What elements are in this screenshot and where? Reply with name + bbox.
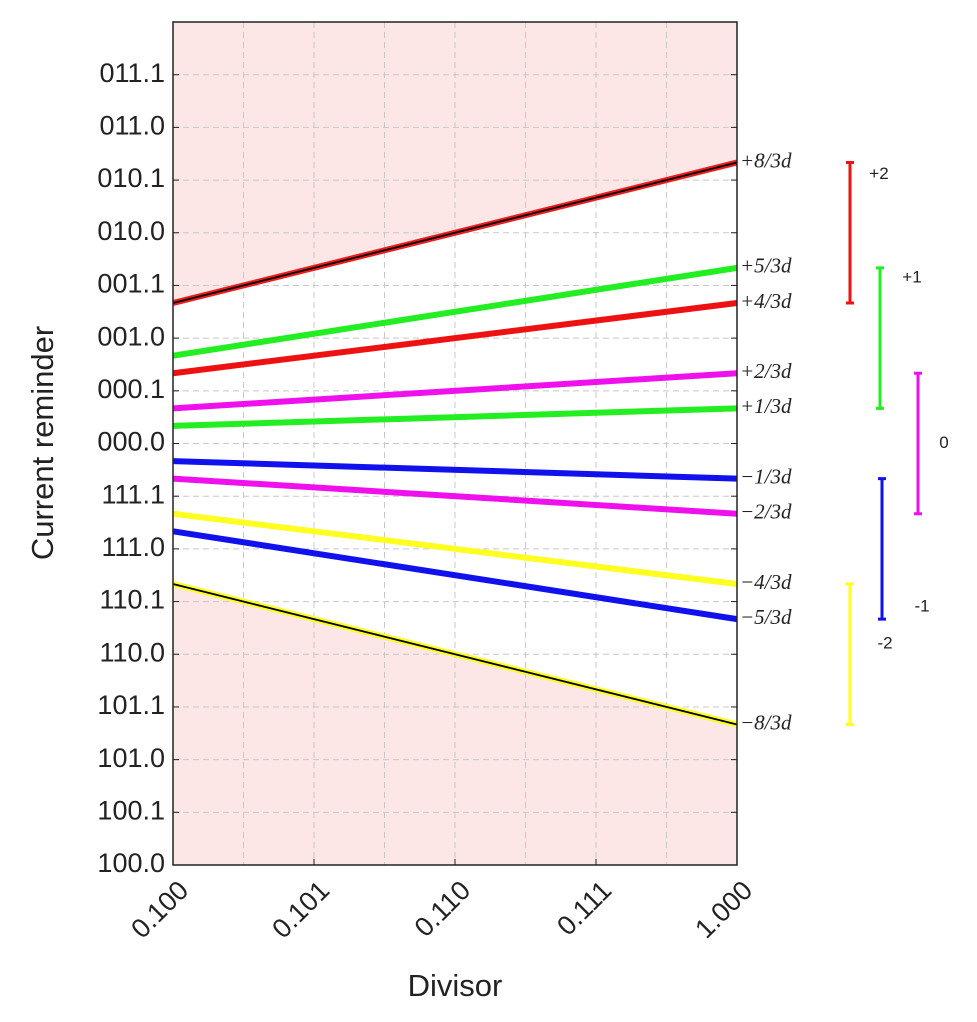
x-tick-label: 0.110 [409,875,477,943]
line-label: +8/3d [740,148,792,172]
y-tick-label: 110.0 [99,637,165,667]
interval [914,371,922,516]
interval-label: +2 [869,164,888,183]
y-tick-label: 111.0 [101,532,165,562]
line-label: +4/3d [740,289,792,313]
line-label: −1/3d [740,464,792,488]
interval-label: +1 [902,267,921,286]
line-label: −4/3d [740,570,792,594]
y-tick-label: 010.0 [97,216,165,246]
interval [876,266,884,410]
y-tick-label: 110.1 [99,585,165,615]
plot-frame [172,21,738,866]
y-axis-label: Current reminder [25,326,60,560]
interval [846,582,854,727]
series-line [172,264,738,359]
y-tick-label: 011.1 [99,58,165,88]
series-line [172,405,738,429]
series-outline [172,583,738,726]
y-tick-label: 101.1 [97,690,165,720]
y-tick-label: 100.1 [97,795,165,825]
x-tick-label: 0.100 [125,875,194,944]
y-tick-label: 000.1 [97,374,165,404]
x-tick-label: 0.111 [551,875,617,941]
series-line [172,370,738,412]
y-tick-label: 111.1 [101,479,165,509]
interval-label: -1 [914,597,929,616]
line-label: −2/3d [740,500,792,524]
interval-label: -2 [877,634,892,653]
x-tick-label: 0.101 [266,875,335,944]
series-line [172,458,738,482]
y-tick-label: 001.1 [97,269,165,299]
x-tick-label: 1.000 [689,875,758,944]
series-line [172,510,738,587]
y-tick-label: 101.0 [97,743,165,773]
series-outline [172,161,738,304]
series-line [172,475,738,517]
line-label: +5/3d [740,254,792,278]
line-label: +1/3d [740,394,792,418]
line-label: −8/3d [740,710,792,734]
interval [846,160,854,305]
y-tick-label: 000.0 [97,427,165,457]
y-tick-label: 010.1 [97,163,165,193]
y-tick-label: 011.0 [99,111,165,141]
line-label: −5/3d [740,605,792,629]
line-label: +2/3d [740,359,792,383]
series-line [172,528,738,623]
x-axis-label: Divisor [408,968,503,1003]
interval [878,477,886,621]
y-tick-label: 100.0 [97,848,165,878]
interval-label: 0 [939,433,948,452]
y-tick-label: 001.0 [97,321,165,351]
series-line [172,300,738,377]
